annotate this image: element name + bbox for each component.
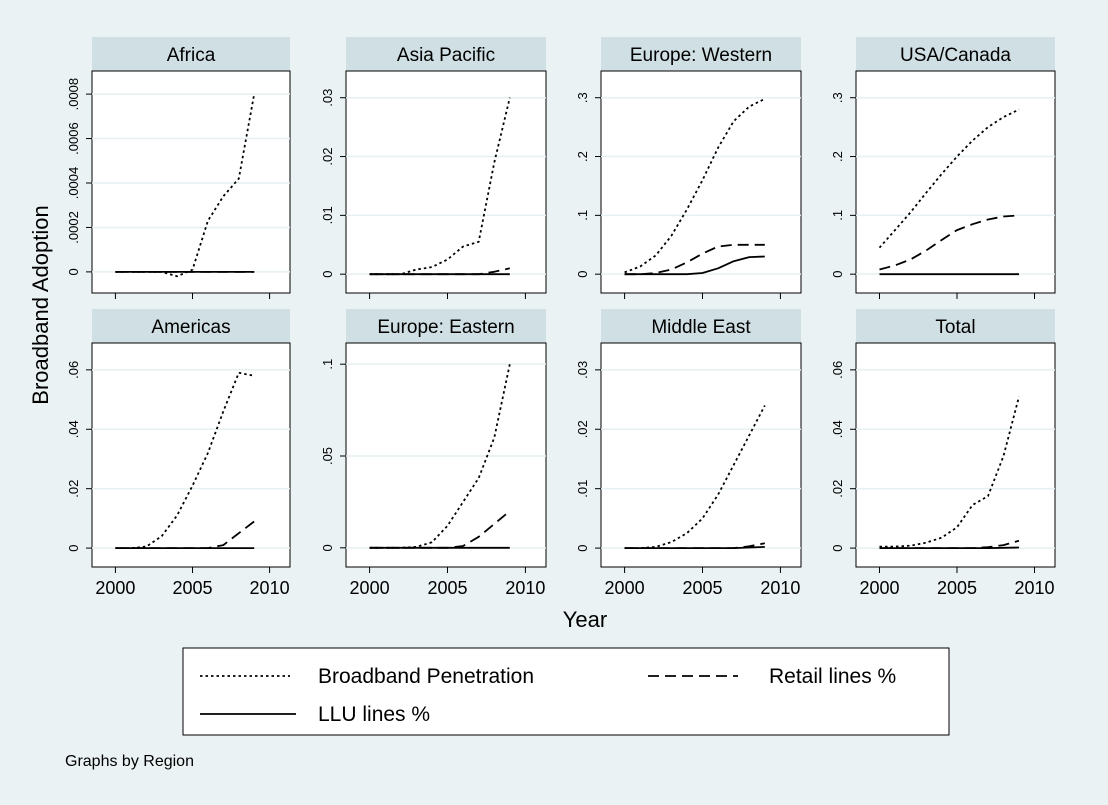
y-axis-title: Broadband Adoption	[28, 205, 53, 404]
y-tick-label-africa: 0	[66, 268, 81, 275]
plot-area-asia-pacific	[345, 70, 547, 294]
plot-area-usa-canada	[855, 70, 1056, 294]
series-line-dotted-total	[879, 396, 1020, 548]
y-tick-label-usa-canada: .2	[830, 151, 845, 162]
x-tick-label-middle-east: 2010	[760, 578, 800, 598]
panel-title-americas: Americas	[151, 317, 230, 338]
y-tick-label-europe-eastern: .1	[320, 359, 335, 370]
x-tick-label-middle-east: 2005	[682, 578, 722, 598]
y-tick-label-europe-eastern: .05	[320, 447, 335, 465]
plot-area-europe-eastern	[345, 342, 547, 568]
y-tick-label-total: .04	[830, 420, 845, 438]
y-tick-label-europe-eastern: 0	[320, 544, 335, 551]
y-tick-label-europe-western: .1	[575, 210, 590, 221]
panel-title-usa-canada: USA/Canada	[900, 45, 1011, 66]
y-tick-label-europe-western: 0	[575, 271, 590, 278]
y-tick-label-usa-canada: 0	[830, 271, 845, 278]
plot-area-africa	[91, 70, 291, 294]
x-tick-label-total: 2010	[1014, 578, 1054, 598]
panel-title-africa: Africa	[167, 45, 216, 66]
y-tick-label-americas: .04	[66, 420, 81, 438]
y-tick-label-africa: .0008	[66, 78, 81, 111]
y-tick-label-africa: .0004	[66, 167, 81, 200]
series-line-solid-total	[879, 546, 1020, 549]
panel-header-europe-eastern	[346, 309, 546, 343]
y-tick-label-total: .06	[830, 361, 845, 379]
y-tick-label-usa-canada: .1	[830, 210, 845, 221]
panel-header-americas	[92, 309, 290, 343]
x-tick-label-total: 2000	[859, 578, 899, 598]
x-tick-label-americas: 2010	[250, 578, 290, 598]
panel-header-asia-pacific	[346, 37, 546, 71]
x-tick-label-europe-eastern: 2005	[427, 578, 467, 598]
y-tick-label-europe-western: .3	[575, 92, 590, 103]
y-tick-label-total: 0	[830, 544, 845, 551]
y-tick-label-americas: 0	[66, 544, 81, 551]
y-tick-label-africa: .0002	[66, 211, 81, 244]
y-tick-label-usa-canada: .3	[830, 92, 845, 103]
x-tick-label-europe-eastern: 2010	[505, 578, 545, 598]
y-tick-label-middle-east: .02	[575, 420, 590, 438]
plot-area-middle-east	[600, 342, 802, 568]
panel-header-europe-western	[601, 37, 801, 71]
x-tick-label-middle-east: 2000	[605, 578, 645, 598]
x-axis-title: Year	[563, 607, 607, 632]
y-tick-label-middle-east: .01	[575, 480, 590, 498]
series-line-dotted-usa-canada	[878, 108, 1020, 249]
y-tick-label-asia-pacific: .02	[320, 147, 335, 165]
panel-title-europe-eastern: Europe: Eastern	[377, 317, 514, 338]
x-tick-label-americas: 2005	[172, 578, 212, 598]
x-tick-label-total: 2005	[937, 578, 977, 598]
y-tick-label-asia-pacific: .01	[320, 206, 335, 224]
y-tick-label-total: .02	[830, 480, 845, 498]
y-tick-label-africa: .0006	[66, 122, 81, 155]
series-line-solid-middle-east	[624, 546, 765, 549]
y-tick-label-europe-western: .2	[575, 151, 590, 162]
graph-note: Graphs by Region	[65, 753, 194, 770]
legend-label-dotted: Broadband Penetration	[318, 665, 534, 688]
y-tick-label-americas: .06	[66, 361, 81, 379]
y-tick-label-americas: .02	[66, 480, 81, 498]
plot-area-total	[855, 342, 1056, 568]
y-tick-label-middle-east: .03	[575, 361, 590, 379]
panel-header-total	[856, 309, 1055, 343]
panel-title-total: Total	[935, 317, 975, 338]
x-tick-label-europe-eastern: 2000	[350, 578, 390, 598]
plot-area-americas	[91, 342, 291, 568]
legend-label-solid: LLU lines %	[318, 703, 430, 726]
legend-label-dashed: Retail lines %	[769, 665, 896, 688]
panel-header-usa-canada	[856, 37, 1055, 71]
panel-title-middle-east: Middle East	[651, 317, 751, 338]
x-tick-label-americas: 2000	[95, 578, 135, 598]
panel-header-middle-east	[601, 309, 801, 343]
y-tick-label-asia-pacific: 0	[320, 271, 335, 278]
y-tick-label-middle-east: 0	[575, 544, 590, 551]
series-line-dashed-usa-canada	[879, 214, 1020, 271]
legend-box	[182, 647, 950, 736]
panel-title-europe-western: Europe: Western	[630, 45, 772, 66]
panel-header-africa	[92, 37, 290, 71]
series-line-solid-europe-western	[624, 255, 765, 276]
panel-title-asia-pacific: Asia Pacific	[397, 45, 495, 66]
y-tick-label-asia-pacific: .03	[320, 89, 335, 107]
